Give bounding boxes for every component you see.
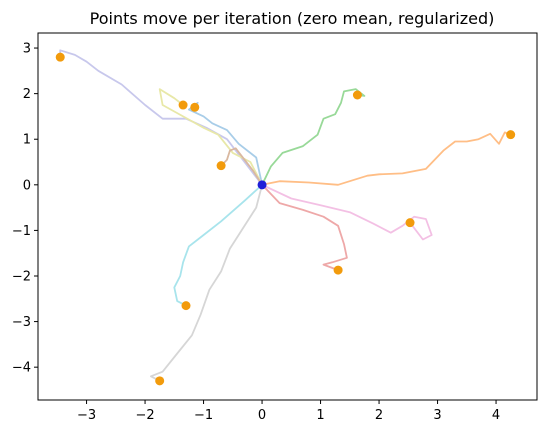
y-tick-label: −1 [12, 224, 31, 239]
endpoint-marker-10 [406, 218, 415, 227]
endpoint-marker-4 [190, 103, 199, 112]
origin-marker [258, 180, 267, 189]
x-tick-label: 1 [316, 408, 324, 423]
y-tick-label: 0 [23, 178, 31, 193]
x-tick-label: 3 [433, 408, 441, 423]
x-tick-label: −1 [194, 408, 213, 423]
y-tick-label: −2 [12, 269, 31, 284]
x-tick-label: −2 [135, 408, 154, 423]
plot-area [38, 33, 537, 400]
y-tick-label: 1 [23, 133, 31, 148]
x-tick-label: 0 [258, 408, 266, 423]
x-tick-label: 4 [492, 408, 500, 423]
x-axis: −3 −2 −1 0 1 2 3 4 [77, 400, 500, 423]
x-tick-label: 2 [375, 408, 383, 423]
y-axis: −4 −3 −2 −1 0 1 2 3 [12, 42, 38, 376]
endpoint-marker-5 [179, 101, 188, 110]
endpoint-marker-3 [56, 53, 65, 62]
endpoint-marker-6 [217, 161, 226, 170]
y-tick-label: 3 [23, 42, 31, 57]
endpoint-marker-1 [506, 130, 515, 139]
endpoint-marker-8 [155, 376, 164, 385]
y-tick-label: −4 [12, 361, 31, 376]
y-tick-label: −3 [12, 315, 31, 330]
y-tick-label: 2 [23, 87, 31, 102]
endpoint-marker-9 [334, 266, 343, 275]
chart-title: Points move per iteration (zero mean, re… [90, 9, 495, 28]
endpoint-marker-2 [353, 91, 362, 100]
x-tick-label: −3 [77, 408, 96, 423]
endpoint-marker-7 [182, 301, 191, 310]
